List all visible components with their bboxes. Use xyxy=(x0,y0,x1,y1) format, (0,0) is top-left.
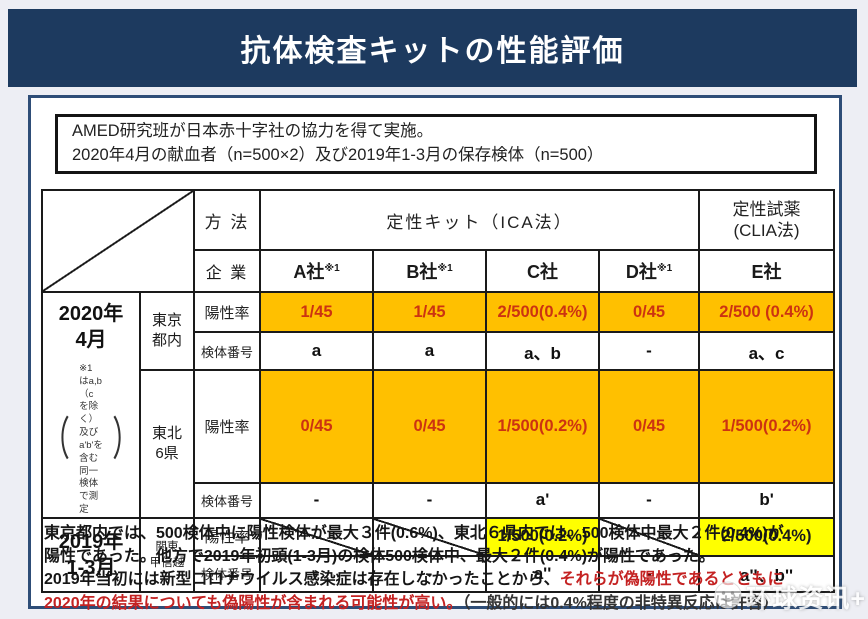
rate-kanto-c: 1/500(0.2%) xyxy=(485,516,600,557)
period-2020-cell: 2020年 4月 （ ※1 はa,b（cを除く）及びa'b'を含む同一検体で測定… xyxy=(41,291,141,519)
company-b: B社※1 xyxy=(372,249,487,293)
company-a: A社※1 xyxy=(259,249,374,293)
sample-tokyo-e: a、c xyxy=(698,331,836,371)
company-d: D社※1 xyxy=(597,249,701,293)
study-info-box: AMED研究班が日本赤十字社の協力を得て実施。 2020年4月の献血者（n=50… xyxy=(55,114,817,174)
sample-tohoku-d: - xyxy=(597,481,701,519)
rate-tokyo-d: 0/45 xyxy=(597,291,701,333)
sample-tokyo-b: a xyxy=(372,331,487,371)
table-corner-cell xyxy=(41,189,195,293)
ica-group-header: 定性キット（ICA法） xyxy=(258,189,701,251)
sample-tohoku-c: a' xyxy=(485,481,600,519)
sample-tokyo-a: a xyxy=(259,331,374,371)
rate-tohoku-e: 1/500(0.2%) xyxy=(698,369,836,484)
rate-tohoku-a: 0/45 xyxy=(259,369,374,484)
method-header: 方 法 xyxy=(193,189,261,251)
conclusion-line-2: 陽性であった。他方で2019年初頭(1-3月)の検体500検体中、最大２件(0.… xyxy=(44,548,715,566)
period-2020-label: 2020年 4月 xyxy=(58,303,124,351)
sample-tohoku-e: b' xyxy=(698,481,836,519)
rate-tokyo-b: 1/45 xyxy=(372,291,487,333)
info-line-2: 2020年4月の献血者（n=500×2）及び2019年1-3月の保存検体（n=5… xyxy=(72,146,604,164)
sample-tohoku-b: - xyxy=(372,481,487,519)
rate-kanto-a xyxy=(259,516,374,557)
region-kanto: 関東 甲信越 xyxy=(139,516,195,593)
conclusion-line-3: 2019年当初には新型コロナウイルス感染症は存在しなかったことから、それらが偽陽… xyxy=(44,571,784,589)
conclusion-line-4: 2020年の結果についても偽陽性が含まれる可能性が高い。（一般的には0.4%程度… xyxy=(44,594,779,612)
rate-tohoku-c: 1/500(0.2%) xyxy=(485,369,600,484)
results-table-wrap: 方 法 定性キット（ICA法） 定性試薬 (CLIA法) 企 業 A社※1 B社… xyxy=(41,189,836,593)
sample-tohoku-a: - xyxy=(259,481,374,519)
sample-kanto-a: - xyxy=(259,554,374,593)
region-tohoku: 東北 6県 xyxy=(139,369,195,519)
rate-tokyo-a: 1/45 xyxy=(259,291,374,333)
period-2019-cell: 2019年 1-3月 xyxy=(41,516,141,593)
sample-kanto-b: - xyxy=(372,554,487,593)
sample-kanto-d: - xyxy=(597,554,701,593)
rate-label-3: 陽性率 xyxy=(193,516,261,557)
content-frame: AMED研究班が日本赤十字社の協力を得て実施。 2020年4月の献血者（n=50… xyxy=(28,95,842,612)
conclusion-line-1: 東京都内では、500検体中に陽性検体が最大３件(0.6%)、東北６県内では、50… xyxy=(44,525,784,542)
sample-tokyo-c: a、b xyxy=(485,331,600,371)
clia-group-header: 定性試薬 (CLIA法) xyxy=(698,189,836,251)
rate-tokyo-c: 2/500(0.4%) xyxy=(485,291,600,333)
results-table: 方 法 定性キット（ICA法） 定性試薬 (CLIA法) 企 業 A社※1 B社… xyxy=(41,189,836,593)
period-2019-label: 2019年 1-3月 xyxy=(58,530,124,579)
sample-kanto-c: a'' xyxy=(485,554,600,593)
rate-kanto-b xyxy=(372,516,487,557)
rate-tohoku-d: 0/45 xyxy=(597,369,701,484)
company-e: E社 xyxy=(698,249,836,293)
company-header: 企 業 xyxy=(193,249,261,293)
sample-tokyo-d: - xyxy=(597,331,701,371)
region-tokyo: 東京 都内 xyxy=(139,291,195,371)
rate-tohoku-b: 0/45 xyxy=(372,369,487,484)
sample-label-1: 検体番号 xyxy=(193,331,261,371)
conclusion-text: 東京都内では、500検体中に陽性検体が最大３件(0.6%)、東北６県内では、50… xyxy=(44,522,834,615)
title-bar: 抗体検査キットの性能評価 xyxy=(8,9,857,87)
info-line-1: AMED研究班が日本赤十字社の協力を得て実施。 xyxy=(72,122,434,141)
company-c: C社 xyxy=(485,249,600,293)
footnote-1: （ ※1 はa,b（cを除く）及びa'b'を含む同一検体で測定 ） xyxy=(42,363,140,515)
rate-kanto-e: 2/500(0.4%) xyxy=(698,516,836,557)
rate-label-2: 陽性率 xyxy=(193,369,261,484)
rate-kanto-d xyxy=(597,516,701,557)
page-title: 抗体検査キットの性能評価 xyxy=(240,35,625,68)
sample-label-2: 検体番号 xyxy=(193,481,261,519)
rate-tokyo-e: 2/500 (0.4%) xyxy=(698,291,836,333)
rate-label-1: 陽性率 xyxy=(193,291,261,333)
sample-label-3: 検体番号 xyxy=(193,554,261,593)
